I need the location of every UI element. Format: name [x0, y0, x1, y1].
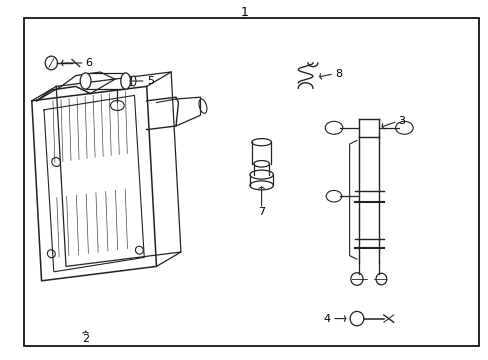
Ellipse shape: [121, 73, 130, 89]
Text: 7: 7: [258, 207, 264, 217]
Ellipse shape: [249, 181, 273, 190]
Text: 2: 2: [82, 334, 89, 344]
Ellipse shape: [131, 76, 136, 86]
Ellipse shape: [249, 170, 273, 179]
Text: 6: 6: [85, 58, 92, 68]
Ellipse shape: [253, 161, 269, 167]
Text: 1: 1: [240, 6, 248, 19]
Ellipse shape: [45, 56, 58, 70]
Ellipse shape: [80, 73, 91, 89]
Ellipse shape: [251, 139, 271, 146]
Text: 8: 8: [334, 69, 342, 79]
Text: 4: 4: [323, 314, 329, 324]
Text: 3: 3: [398, 116, 405, 126]
Text: 5: 5: [146, 76, 153, 86]
